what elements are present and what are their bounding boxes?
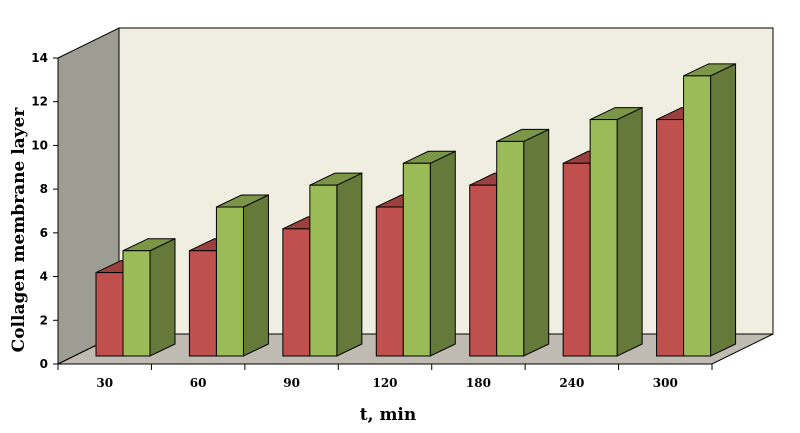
- y-axis: 0 2 4 6 8 10 12 14: [31, 51, 59, 371]
- x-tick-label: 300: [653, 376, 678, 390]
- bar: [496, 128, 550, 357]
- bar: [122, 237, 176, 357]
- bar: [402, 150, 456, 357]
- x-tick-label: 240: [559, 376, 584, 390]
- bar-front: [683, 75, 712, 357]
- bar-front: [656, 119, 685, 357]
- bar-front: [562, 162, 591, 357]
- bar-front: [122, 250, 151, 357]
- bar-front: [402, 162, 431, 357]
- bar-side: [710, 63, 737, 357]
- y-tick-label: 0: [40, 357, 48, 371]
- y-tick-label: 2: [40, 313, 48, 327]
- y-tick-label: 4: [40, 270, 48, 284]
- bar: [589, 106, 643, 357]
- x-tick-label: 90: [283, 376, 300, 390]
- bars: [95, 63, 737, 357]
- bar-front: [215, 206, 244, 357]
- y-tick-label: 10: [31, 138, 48, 152]
- bar: [215, 194, 269, 357]
- bar-front: [95, 272, 124, 357]
- bar-front: [188, 250, 217, 357]
- bar: [683, 63, 737, 357]
- bar: [309, 172, 363, 357]
- x-tick-label: 180: [466, 376, 491, 390]
- bar-front: [309, 184, 338, 357]
- bar-front: [375, 206, 404, 357]
- bar-side: [336, 172, 363, 357]
- bar-front: [282, 228, 311, 357]
- bar-front: [589, 119, 618, 357]
- y-axis-title: Collagen membrane layer: [9, 107, 29, 353]
- x-axis-title: t, min: [360, 405, 417, 425]
- x-tick-label: 120: [372, 376, 397, 390]
- y-tick-label: 14: [31, 51, 48, 65]
- bar-front: [496, 140, 525, 357]
- y-tick-label: 8: [40, 182, 48, 196]
- x-tick-label: 60: [190, 376, 207, 390]
- bar-side: [149, 237, 176, 357]
- y-tick-label: 12: [31, 95, 48, 109]
- bar-side: [523, 128, 550, 357]
- bar-side: [429, 150, 456, 357]
- x-tick-label: 30: [96, 376, 113, 390]
- bar-front: [469, 184, 498, 357]
- bar-side: [242, 194, 269, 357]
- x-axis: 30 60 90 120 180 240 300: [57, 363, 713, 390]
- bar-side: [616, 106, 643, 357]
- y-tick-label: 6: [40, 226, 48, 240]
